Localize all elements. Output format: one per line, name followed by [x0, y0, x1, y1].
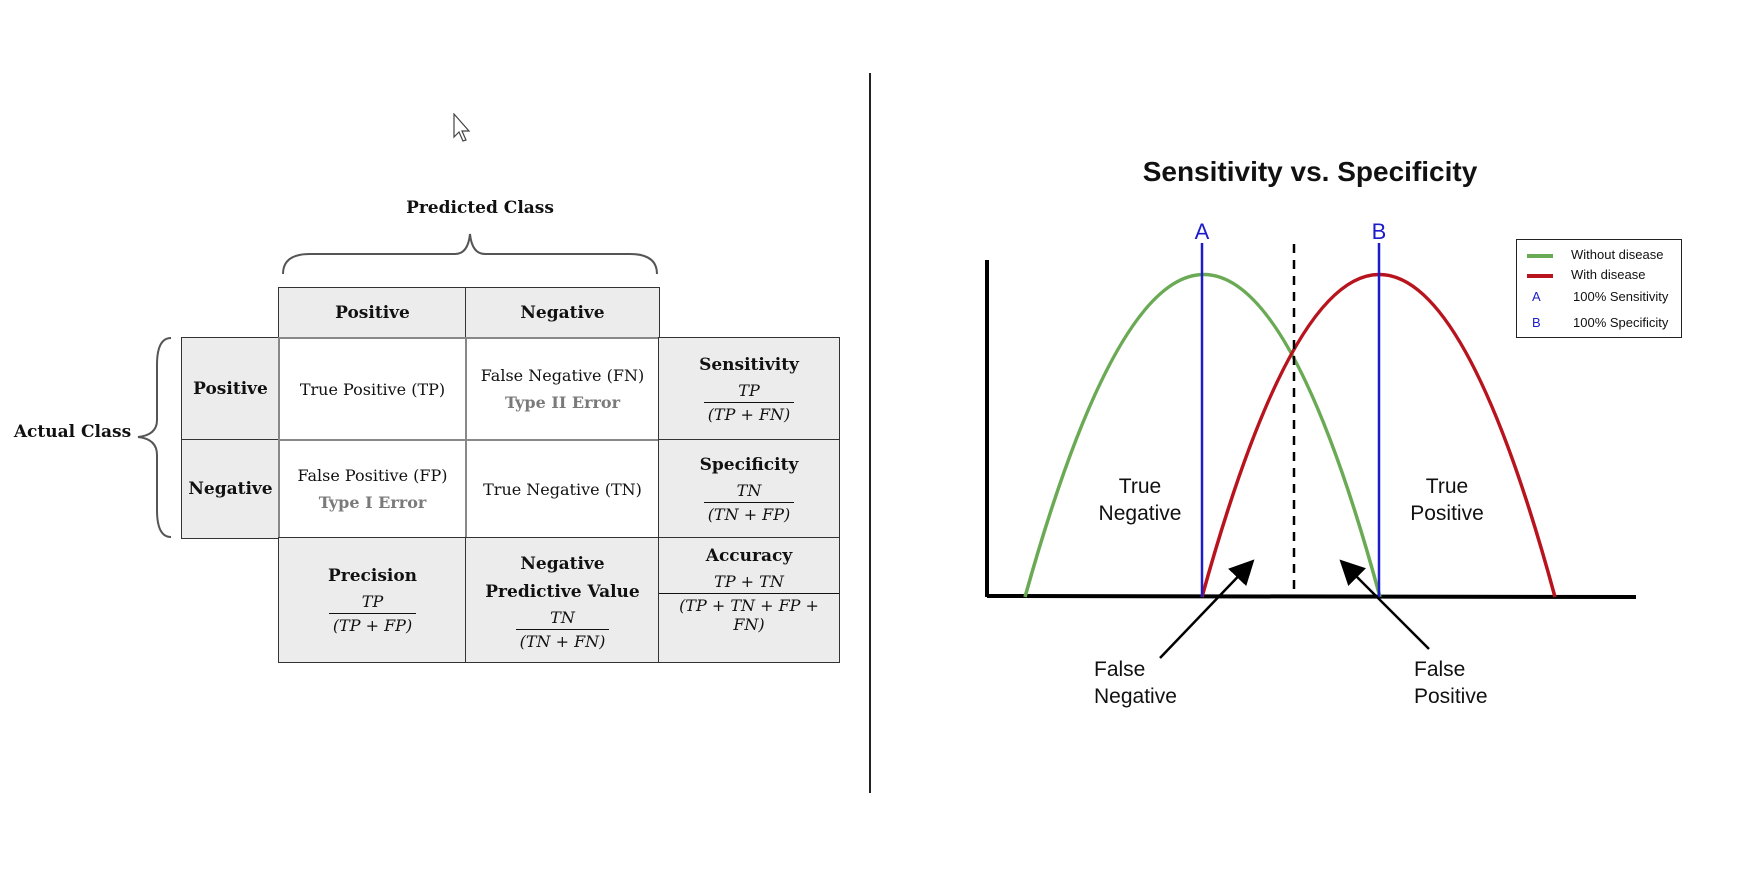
mouse-cursor-icon	[453, 113, 471, 142]
marker-a-label: A	[1194, 219, 1210, 244]
cell-true-positive: True Positive (TP)	[278, 337, 467, 441]
true-negative-label: True Negative	[1098, 475, 1182, 525]
false-negative-arrow	[1159, 559, 1255, 659]
precision-cell: Precision TP (TP + FP)	[278, 537, 467, 663]
true-positive-label: True Positive	[1410, 475, 1484, 525]
legend: Without disease With disease A 100% Sens…	[1516, 239, 1682, 338]
marker-b-label: B	[1371, 219, 1387, 244]
legend-swatch	[1527, 254, 1553, 258]
x-axis	[986, 594, 1637, 599]
sens-spec-title: Sensitivity vs. Specificity	[1142, 156, 1478, 187]
predicted-class-label: Predicted Class	[406, 198, 554, 218]
legend-item-with-disease: With disease	[1517, 265, 1681, 285]
predicted-class-brace	[282, 233, 658, 275]
col-header-positive: Positive	[278, 287, 467, 339]
without-disease-curve	[1023, 272, 1382, 598]
false-positive-label: False Positive	[1414, 658, 1488, 708]
actual-class-label: Actual Class	[13, 422, 132, 442]
sensitivity-cell: Sensitivity TP (TP + FN)	[658, 337, 840, 441]
legend-item-a: A 100% Sensitivity	[1532, 289, 1669, 304]
actual-class-brace	[137, 337, 172, 538]
type-ii-error-label: Type II Error	[504, 393, 621, 412]
legend-swatch	[1527, 274, 1553, 278]
row-header-negative: Negative	[181, 439, 280, 539]
legend-item-without-disease: Without disease	[1517, 245, 1681, 265]
legend-item-b: B 100% Specificity	[1532, 315, 1669, 330]
cell-true-negative: True Negative (TN)	[465, 439, 660, 539]
row-header-positive: Positive	[181, 337, 280, 441]
false-negative-label: False Negative	[1094, 658, 1177, 708]
type-i-error-label: Type I Error	[318, 493, 427, 512]
panel-divider	[869, 73, 871, 793]
npv-cell: Negative Predictive Value TN (TN + FN)	[465, 537, 660, 663]
col-header-negative: Negative	[465, 287, 660, 339]
accuracy-cell: Accuracy TP + TN (TP + TN + FP + FN)	[658, 537, 840, 663]
false-positive-arrow	[1339, 559, 1430, 650]
